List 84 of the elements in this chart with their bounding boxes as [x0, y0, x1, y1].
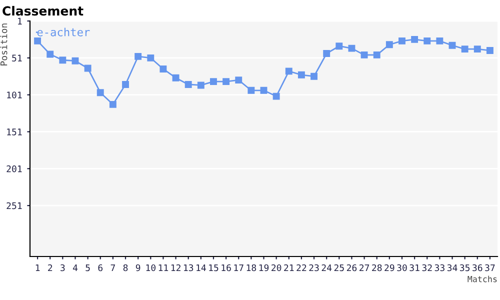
x-tick-label: 15	[209, 264, 218, 272]
x-tick-label: 24	[322, 264, 332, 272]
x-tick-label: 13	[184, 264, 194, 272]
x-tick-label: 29	[384, 264, 394, 272]
point	[235, 76, 242, 84]
x-tick-label: 6	[98, 264, 103, 272]
x-tick-label: 11	[158, 264, 168, 272]
y-tick-label: 201	[6, 165, 22, 172]
x-tick-label: 25	[334, 264, 344, 272]
point	[34, 37, 42, 44]
point	[272, 92, 280, 100]
x-tick-label: 7	[110, 264, 115, 272]
x-tick-label: 10	[146, 264, 156, 272]
point	[109, 100, 116, 108]
point	[461, 46, 468, 53]
y-tick-label: 101	[7, 92, 22, 98]
point	[474, 46, 481, 53]
point	[398, 37, 406, 44]
x-tick-label: 31	[410, 264, 420, 272]
point	[84, 64, 92, 72]
x-tick-label: 27	[360, 264, 370, 272]
point	[134, 52, 142, 60]
x-tick-label: 8	[123, 264, 128, 272]
x-tick-label: 36	[472, 264, 482, 272]
x-tick-label: 32	[422, 264, 432, 272]
x-tick-label: 17	[234, 264, 244, 272]
point	[386, 41, 393, 48]
x-tick-label: 23	[309, 264, 319, 272]
point	[373, 51, 380, 58]
x-tick-label: 19	[259, 264, 269, 272]
point	[222, 78, 230, 86]
x-tick-label: 30	[397, 264, 407, 272]
chart-title: Classement	[2, 6, 84, 16]
point	[323, 50, 330, 57]
y-axis-title: Position	[0, 24, 8, 66]
point	[285, 68, 292, 75]
x-tick-label: 18	[246, 264, 256, 272]
point	[436, 37, 444, 44]
point	[160, 66, 167, 72]
x-tick-label: 5	[86, 264, 90, 272]
point	[411, 36, 418, 43]
x-tick-label: 22	[296, 264, 306, 272]
x-tick-label: 2	[48, 264, 52, 272]
point	[360, 51, 368, 58]
x-tick-label: 16	[222, 264, 231, 272]
point	[260, 86, 268, 94]
y-tick-label: 151	[7, 128, 22, 136]
x-tick-label: 21	[284, 264, 294, 272]
x-tick-label: 4	[72, 264, 78, 272]
point	[46, 50, 54, 58]
point	[197, 82, 204, 89]
x-tick-label: 33	[434, 264, 444, 272]
x-tick-label: 28	[372, 264, 382, 272]
x-tick-label: 3	[60, 264, 65, 272]
x-tick-label: 20	[272, 264, 282, 272]
point	[248, 86, 255, 94]
point	[424, 37, 431, 44]
y-tick-label: 51	[12, 54, 22, 62]
point	[336, 42, 343, 50]
point	[147, 54, 154, 62]
point	[298, 71, 305, 78]
point	[486, 47, 494, 54]
point	[72, 57, 79, 64]
point	[59, 56, 66, 64]
x-tick-label: 9	[136, 264, 140, 272]
x-tick-label: 26	[346, 264, 357, 272]
legend-label: e-achter	[37, 28, 90, 36]
point	[210, 78, 217, 86]
y-tick-label: 251	[6, 202, 22, 210]
x-axis-title: Matchs	[468, 276, 497, 282]
point	[96, 89, 104, 96]
y-tick-label: 1	[18, 18, 22, 24]
point	[184, 81, 192, 88]
point	[172, 74, 180, 82]
x-tick-label: 37	[485, 264, 495, 272]
x-tick-label: 35	[460, 264, 470, 272]
point	[448, 42, 456, 49]
x-tick-label: 34	[447, 264, 458, 272]
x-tick-label: 14	[196, 264, 206, 272]
x-tick-label: 1	[36, 264, 40, 272]
point	[310, 72, 318, 80]
point	[348, 44, 356, 52]
x-tick-label: 12	[171, 264, 180, 272]
point	[122, 81, 129, 88]
